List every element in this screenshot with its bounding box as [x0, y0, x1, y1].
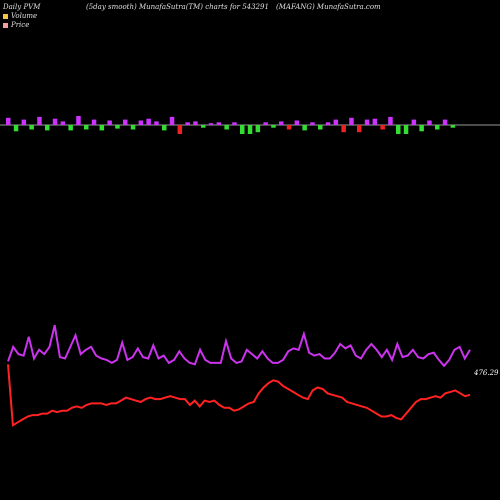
volume-bar	[68, 125, 73, 131]
volume-bar	[325, 122, 331, 125]
price-line	[7, 324, 471, 368]
volume-bar	[294, 120, 300, 125]
volume-bar	[341, 125, 346, 133]
volume-bar	[232, 122, 237, 125]
volume-bar	[333, 119, 339, 125]
volume-bar	[201, 125, 206, 128]
volume-bar	[224, 125, 229, 130]
volume-bar	[388, 116, 393, 125]
volume-bar	[185, 122, 190, 125]
volume-bar	[162, 125, 167, 131]
volume-bar	[123, 119, 128, 125]
volume-bar	[138, 120, 144, 125]
volume-bar	[21, 119, 27, 125]
volume-bar	[380, 125, 385, 130]
volume-bar	[247, 125, 253, 134]
volume-bar	[60, 121, 66, 125]
volume-bar	[208, 123, 214, 125]
volume-bar	[52, 118, 58, 125]
volume-bar	[76, 116, 81, 125]
volume-bar	[107, 120, 112, 125]
volume-bar	[450, 125, 456, 128]
volume-bar	[286, 125, 292, 130]
volume-bar	[29, 125, 34, 130]
volume-bar	[364, 119, 370, 125]
volume-bar	[279, 121, 284, 125]
volume-bar	[146, 118, 151, 125]
legend-volume: Volume	[3, 12, 37, 20]
price-swatch	[3, 22, 8, 28]
volume-bar	[130, 125, 136, 130]
volume-bar	[84, 125, 89, 130]
volume-bar	[255, 125, 261, 133]
volume-bars	[6, 116, 456, 134]
volume-bar	[193, 121, 198, 125]
volume-bar	[310, 122, 315, 125]
volume-bar	[13, 125, 19, 132]
volume-bar	[435, 125, 440, 130]
chart-title: (5day smooth) MunafaSutra(TM) charts for…	[86, 3, 269, 11]
volume-bar	[240, 125, 245, 134]
volume-bar	[419, 125, 424, 132]
volume-bar	[318, 125, 323, 130]
volume-swatch	[3, 13, 8, 19]
legend-price-label: Price	[11, 21, 30, 29]
volume-bar	[216, 122, 222, 125]
volume-bar	[403, 125, 409, 134]
volume-bar	[45, 125, 50, 131]
volume-bar	[302, 125, 307, 131]
volume-bar	[357, 125, 362, 133]
volume-bar	[115, 125, 120, 129]
volume-bar	[177, 125, 183, 134]
volume-bar	[442, 119, 448, 125]
volume-bar	[271, 125, 276, 128]
legend-price: Price	[3, 21, 29, 29]
volume-bar	[372, 118, 378, 125]
chart-type-label: Daily PVM	[3, 3, 41, 11]
site-label: (MAFANG) MunafaSutra.com	[276, 3, 381, 11]
volume-bar	[154, 121, 159, 125]
volume-bar	[396, 125, 401, 134]
volume-bar	[263, 122, 268, 125]
volume-bar	[99, 125, 105, 131]
volume-bar	[427, 120, 432, 125]
volume-bar	[349, 117, 354, 125]
legend-volume-label: Volume	[11, 12, 38, 20]
price-value-label: 476.29	[473, 369, 499, 377]
volume-bar	[37, 116, 42, 125]
volume-bar	[91, 119, 97, 125]
volume-bar	[169, 116, 175, 125]
average-line	[7, 364, 471, 427]
volume-bar	[411, 119, 417, 125]
volume-bar	[6, 117, 11, 125]
